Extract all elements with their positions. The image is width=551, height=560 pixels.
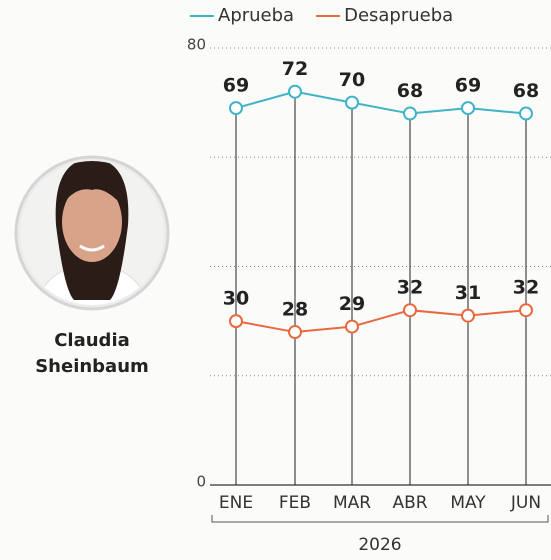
x-tick-label: MAY (450, 493, 486, 513)
legend-label: Desaprueba (344, 5, 453, 26)
data-label: 68 (513, 80, 539, 102)
data-point (461, 101, 475, 116)
data-label: 30 (223, 288, 249, 310)
data-point (229, 101, 243, 116)
data-label: 68 (397, 80, 423, 102)
data-point (345, 95, 359, 110)
legend-label: Aprueba (218, 5, 294, 26)
x-tick-label: JUN (510, 493, 541, 513)
x-tick-label: ENE (219, 493, 253, 513)
data-point (403, 303, 417, 318)
data-label: 29 (339, 293, 365, 315)
portrait (14, 155, 170, 311)
data-label: 31 (455, 282, 481, 304)
x-tick-label: ABR (392, 493, 427, 513)
data-point (229, 314, 243, 329)
data-point (403, 106, 417, 121)
subject-name: Sheinbaum (35, 356, 149, 377)
year-bracket (211, 515, 549, 523)
data-point (461, 308, 475, 323)
x-axis-label: 2026 (358, 535, 401, 555)
x-tick-label: FEB (279, 493, 311, 513)
y-tick-label: 0 (196, 473, 206, 491)
data-label: 28 (282, 299, 308, 321)
data-point (288, 84, 302, 99)
y-tick-label: 80 (187, 36, 206, 54)
data-point (519, 303, 533, 318)
series-line (235, 309, 527, 334)
data-label: 70 (339, 69, 365, 91)
data-point (288, 325, 302, 340)
data-label: 32 (397, 277, 423, 299)
data-point (345, 319, 359, 334)
data-label: 69 (223, 75, 249, 97)
data-point (519, 106, 533, 121)
series-line (235, 90, 527, 115)
subject-name: Claudia (54, 330, 130, 351)
data-label: 32 (513, 277, 539, 299)
x-tick-label: MAR (333, 493, 371, 513)
data-label: 69 (455, 75, 481, 97)
data-label: 72 (282, 58, 308, 80)
